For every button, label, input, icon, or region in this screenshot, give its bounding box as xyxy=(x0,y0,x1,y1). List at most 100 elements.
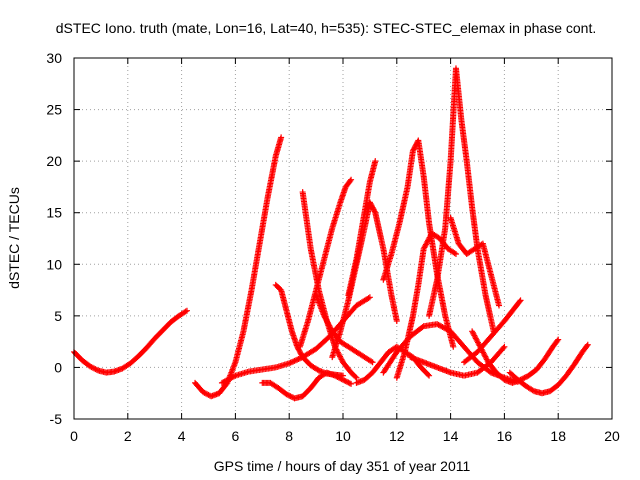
data-point xyxy=(426,372,433,379)
data-point xyxy=(87,363,94,370)
y-tick-label: 15 xyxy=(46,205,62,221)
data-point xyxy=(393,318,400,325)
data-point xyxy=(353,374,360,381)
data-point xyxy=(288,393,295,400)
data-point xyxy=(288,359,295,366)
y-tick-label: 30 xyxy=(46,50,62,66)
x-tick-label: 18 xyxy=(550,428,566,444)
series-11 xyxy=(353,343,433,386)
data-point xyxy=(419,324,426,331)
x-tick-label: 16 xyxy=(497,428,513,444)
data-point xyxy=(291,357,298,364)
data-point xyxy=(371,208,378,215)
data-point xyxy=(347,177,354,184)
data-point xyxy=(231,373,238,380)
series-10 xyxy=(345,158,379,299)
data-point xyxy=(555,336,562,343)
data-point xyxy=(340,372,346,379)
data-point xyxy=(200,389,207,396)
data-points xyxy=(71,65,591,402)
data-point xyxy=(295,355,302,362)
data-point xyxy=(365,295,372,302)
data-point xyxy=(92,366,99,373)
data-point xyxy=(345,379,352,386)
data-point xyxy=(287,359,294,366)
data-point xyxy=(425,371,432,378)
axis-ticks: 0 2 4 6 8 10 12 14 16 18 20 -5 0 5 10 15 20 25 30 xyxy=(46,50,620,444)
data-point xyxy=(584,341,591,348)
data-point xyxy=(352,373,359,380)
series-8 xyxy=(313,292,376,366)
data-point xyxy=(452,250,459,257)
series-5 xyxy=(272,281,346,379)
x-axis-label: GPS time / hours of day 351 of year 2011 xyxy=(214,458,471,474)
x-tick-label: 14 xyxy=(443,428,459,444)
series-18 xyxy=(461,297,524,366)
data-point xyxy=(496,302,503,309)
data-point xyxy=(286,392,293,399)
x-tick-label: 12 xyxy=(389,428,405,444)
data-point xyxy=(521,374,528,381)
data-point xyxy=(529,387,536,394)
data-point xyxy=(294,356,301,363)
data-point xyxy=(286,360,293,367)
data-point xyxy=(500,344,507,351)
data-point xyxy=(284,391,291,398)
series-15 xyxy=(447,214,503,309)
data-point xyxy=(183,307,190,314)
y-axis-label: dSTEC / TECUs xyxy=(6,187,22,289)
data-point xyxy=(341,377,348,384)
data-point xyxy=(182,308,189,315)
data-point xyxy=(283,391,290,398)
data-point xyxy=(372,158,379,165)
y-tick-label: 5 xyxy=(54,308,62,324)
data-point xyxy=(451,250,458,257)
data-point xyxy=(290,358,297,365)
plot-frame xyxy=(73,57,613,420)
data-point xyxy=(520,375,527,382)
data-point xyxy=(501,343,508,350)
data-point xyxy=(517,297,524,304)
data-point xyxy=(91,365,98,372)
data-point xyxy=(366,294,373,301)
data-point xyxy=(369,359,376,366)
data-point xyxy=(292,357,299,364)
data-point xyxy=(450,343,457,350)
data-point xyxy=(278,134,285,141)
y-tick-label: -5 xyxy=(50,411,63,427)
series-20 xyxy=(506,341,591,397)
data-point xyxy=(287,393,294,400)
data-point xyxy=(201,389,208,396)
data-point xyxy=(93,366,100,373)
series-13 xyxy=(393,230,459,381)
x-tick-label: 6 xyxy=(232,428,240,444)
y-tick-label: 0 xyxy=(54,359,62,375)
data-point xyxy=(583,342,590,349)
data-point xyxy=(89,364,96,371)
x-tick-label: 0 xyxy=(70,428,78,444)
data-point xyxy=(202,390,209,397)
series-12 xyxy=(380,137,457,350)
x-tick-label: 20 xyxy=(604,428,620,444)
data-point xyxy=(314,366,321,373)
data-point xyxy=(554,337,561,344)
data-point xyxy=(346,380,353,387)
data-point xyxy=(348,380,355,387)
data-point xyxy=(344,378,351,385)
series-2 xyxy=(192,134,285,400)
x-tick-label: 4 xyxy=(178,428,186,444)
data-point xyxy=(88,364,95,371)
y-tick-label: 20 xyxy=(46,153,62,169)
data-point xyxy=(348,176,355,183)
data-point xyxy=(522,374,529,381)
x-tick-label: 2 xyxy=(124,428,132,444)
data-point xyxy=(204,391,211,398)
data-point xyxy=(368,358,375,365)
y-tick-label: 25 xyxy=(46,102,62,118)
y-tick-label: 10 xyxy=(46,256,62,272)
chart-title: dSTEC Iono. truth (mate, Lon=16, Lat=40,… xyxy=(56,20,596,36)
data-point xyxy=(516,298,523,305)
series-19 xyxy=(469,328,562,386)
x-tick-label: 8 xyxy=(285,428,293,444)
